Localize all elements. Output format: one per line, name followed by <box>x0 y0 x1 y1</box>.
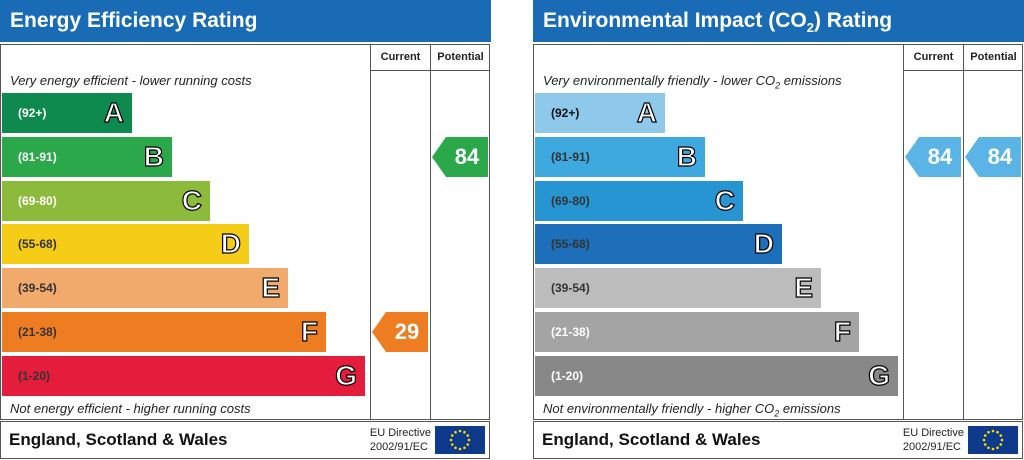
environment-bottom-note-main: Not environmentally friendly - higher CO <box>543 401 775 416</box>
environment-potential-arrow <box>965 136 1021 177</box>
band-range-label: (39-54) <box>551 281 590 296</box>
band-letter: E <box>261 272 281 304</box>
band-e: (39-54) E <box>2 268 288 309</box>
environment-current-header: Current <box>913 51 954 63</box>
environment-top-note: Very environmentally friendly - lower CO… <box>543 73 842 91</box>
energy-current-value: 29 <box>394 319 420 344</box>
band-g: (1-20) G <box>535 355 898 396</box>
band-a: (92+) A <box>535 93 665 133</box>
energy-bottom-note: Not energy efficient - higher running co… <box>10 401 251 416</box>
energy-panel-title: Energy Efficiency Rating <box>0 0 491 42</box>
energy-top-note: Very energy efficient - lower running co… <box>10 73 252 88</box>
band-letter: B <box>676 140 697 172</box>
energy-potential-value: 84 <box>454 143 480 169</box>
environment-title-sub: 2 <box>806 20 814 36</box>
band-letter: D <box>753 228 774 260</box>
energy-efficiency-panel: Energy Efficiency Rating Current Potenti… <box>0 0 491 460</box>
environmental-impact-panel: Environmental Impact (CO2) Rating Curren… <box>533 0 1024 460</box>
band-letter: F <box>833 315 851 347</box>
environment-current-value: 84 <box>927 143 953 169</box>
environment-header-divider <box>903 70 1023 71</box>
band-letter: B <box>143 140 164 172</box>
energy-header-divider <box>370 70 490 71</box>
band-letter: C <box>181 184 202 216</box>
environment-title-main: Environmental Impact (CO <box>543 9 807 32</box>
energy-current-arrow <box>372 312 428 352</box>
environment-top-note-sub: 2 <box>775 80 781 91</box>
band-d: (55-68) D <box>2 224 249 265</box>
environment-panel-title: Environmental Impact (CO2) Rating <box>533 0 1024 42</box>
environment-potential-divider <box>963 44 964 420</box>
eu-flag-icon <box>968 426 1018 454</box>
band-b: (81-91) B <box>2 136 172 177</box>
band-letter: G <box>868 359 891 391</box>
environment-current-arrow <box>905 136 961 177</box>
band-letter: E <box>794 272 814 304</box>
band-b: (81-91) B <box>535 136 705 177</box>
environment-eu-directive-line2: 2002/91/EC <box>902 441 961 453</box>
energy-potential-header: Potential <box>437 51 484 63</box>
band-c: (69-80) C <box>535 180 743 221</box>
band-f: (21-38) F <box>535 312 859 352</box>
band-e: (39-54) E <box>535 268 821 309</box>
energy-potential-arrow <box>432 136 488 177</box>
environment-bottom-note-end: emissions <box>779 401 841 416</box>
band-c: (69-80) C <box>2 180 210 221</box>
environment-bottom-note: Not environmentally friendly - higher CO… <box>543 401 841 419</box>
band-a: (92+) A <box>2 93 132 133</box>
energy-current-rating: 29 <box>372 312 428 352</box>
band-range-label: (39-54) <box>18 281 57 296</box>
band-letter: C <box>714 184 735 216</box>
energy-eu-directive: EU Directive 2002/91/EC <box>370 426 431 454</box>
band-range-label: (1-20) <box>18 368 51 383</box>
environment-current-divider <box>903 44 904 420</box>
energy-current-divider <box>370 44 371 420</box>
band-letter: F <box>300 315 318 347</box>
environment-title-end: ) Rating <box>813 9 893 32</box>
band-f: (21-38) F <box>2 312 326 352</box>
energy-chart-box <box>0 44 490 420</box>
energy-eu-directive-line2: 2002/91/EC <box>369 441 428 453</box>
environment-top-note-main: Very environmentally friendly - lower CO <box>543 73 776 88</box>
energy-footer-region: England, Scotland & Wales <box>9 430 228 449</box>
environment-chart-box <box>533 44 1023 420</box>
eu-flag-icon <box>435 426 485 454</box>
band-letter: G <box>335 359 358 391</box>
environment-footer: England, Scotland & Wales EU Directive 2… <box>533 421 1023 459</box>
band-range-label: (55-68) <box>551 237 590 252</box>
environment-eu-directive-line1: EU Directive <box>902 427 964 439</box>
energy-current-header: Current <box>380 51 421 63</box>
band-range-label: (92+) <box>551 106 580 120</box>
environment-potential-header: Potential <box>970 51 1017 63</box>
band-letter: A <box>636 96 657 128</box>
band-range-label: (81-91) <box>18 149 57 164</box>
environment-eu-directive: EU Directive 2002/91/EC <box>903 426 964 454</box>
band-range-label: (92+) <box>18 106 47 120</box>
band-letter: D <box>220 228 241 260</box>
environment-potential-value: 84 <box>987 143 1013 169</box>
environment-current-rating: 84 <box>905 136 961 177</box>
band-range-label: (69-80) <box>18 193 57 208</box>
environment-top-note-end: emissions <box>780 73 842 88</box>
energy-eu-directive-line1: EU Directive <box>369 427 431 439</box>
band-range-label: (81-91) <box>551 149 590 164</box>
environment-potential-rating: 84 <box>965 136 1021 177</box>
band-range-label: (1-20) <box>551 368 584 383</box>
energy-title-text: Energy Efficiency Rating <box>10 9 258 32</box>
band-range-label: (21-38) <box>551 325 590 339</box>
band-range-label: (55-68) <box>18 237 57 252</box>
environment-bottom-note-sub: 2 <box>774 408 780 419</box>
environment-footer-region: England, Scotland & Wales <box>542 430 761 449</box>
energy-potential-rating: 84 <box>432 136 488 177</box>
band-range-label: (69-80) <box>551 193 590 208</box>
energy-footer: England, Scotland & Wales EU Directive 2… <box>0 421 490 459</box>
energy-potential-divider <box>430 44 431 420</box>
band-d: (55-68) D <box>535 224 782 265</box>
band-letter: A <box>103 96 124 128</box>
band-range-label: (21-38) <box>18 325 57 339</box>
band-g: (1-20) G <box>2 355 365 396</box>
